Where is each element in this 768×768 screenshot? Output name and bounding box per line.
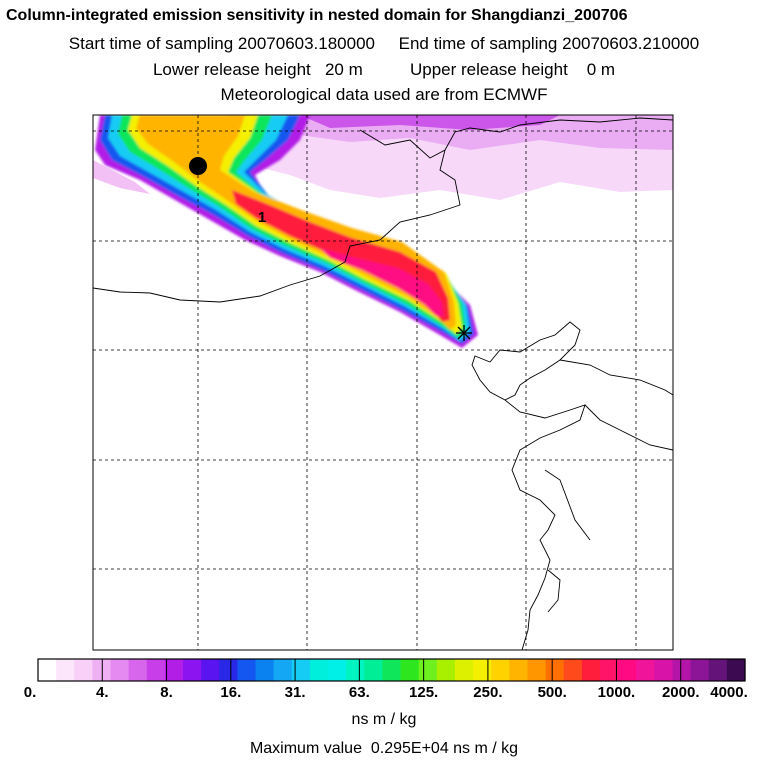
lower-release-label: Lower release height 20 m	[152, 60, 363, 79]
trajectory-marker	[189, 157, 207, 175]
colorbar-tick-label: 4.	[96, 684, 109, 701]
start-time-label: Start time of sampling 20070603.180000	[68, 34, 376, 53]
colorbar-swatch	[545, 659, 565, 681]
colorbar-swatch	[56, 659, 75, 681]
graticule	[93, 115, 673, 650]
units-label: ns m / kg	[351, 711, 417, 728]
colorbar	[37, 658, 746, 682]
colorbar-swatch	[454, 659, 474, 681]
colorbar-tick-label: 500.	[537, 684, 567, 701]
colorbar-swatch	[219, 659, 239, 681]
plume-band-magenta	[320, 248, 444, 316]
colorbar-swatch	[690, 659, 710, 681]
coastline-east-4	[584, 404, 673, 451]
colorbar-tick-label: 4000.	[710, 684, 748, 701]
colorbar-swatch	[527, 659, 547, 681]
coastline-east-2	[504, 399, 586, 650]
colorbar-swatch	[346, 659, 365, 681]
colorbar-swatch	[110, 659, 130, 681]
colorbar-swatch	[418, 659, 438, 681]
met-data-label: Meteorological data used are from ECMWF	[220, 85, 548, 104]
coastline-east-5	[544, 469, 591, 541]
chart-title: Column-integrated emission sensitivity i…	[6, 7, 628, 24]
colorbar-swatch	[328, 659, 347, 681]
colorbar-swatch	[146, 659, 166, 681]
colorbar-tick-label: 8.	[160, 684, 173, 701]
coastline-east-3	[559, 359, 673, 396]
colorbar-swatch	[38, 659, 57, 681]
colorbar-swatch	[473, 659, 492, 681]
map-border	[92, 114, 674, 651]
colorbar-swatch	[364, 659, 384, 681]
colorbar-swatch	[74, 659, 93, 681]
colorbar-tick-label: 63.	[348, 684, 370, 701]
colorbar-swatch	[599, 659, 619, 681]
coastline-ridge	[93, 149, 461, 303]
colorbar-swatch	[654, 659, 674, 681]
colorbar-swatch	[672, 659, 692, 681]
colorbar-swatch	[436, 659, 456, 681]
colorbar-swatch	[563, 659, 583, 681]
coastline-east-6	[547, 569, 561, 613]
colorbar-swatch	[92, 659, 112, 681]
sampling-times: Start time of sampling 20070603.180000 E…	[0, 34, 768, 54]
colorbar-swatch	[237, 659, 257, 681]
colorbar-swatch	[509, 659, 529, 681]
release-point-icon	[456, 325, 472, 341]
end-time-label: End time of sampling 20070603.210000	[398, 34, 700, 53]
colorbar-swatch	[726, 659, 746, 681]
colorbar-tick-label: 31.	[284, 684, 306, 701]
coastlines	[93, 117, 673, 650]
colorbar-swatch	[636, 659, 655, 681]
colorbar-swatch	[291, 659, 311, 681]
colorbar-tick-label: 0.	[23, 684, 37, 701]
colorbar-tick-label: 125.	[409, 684, 439, 701]
colorbar-border	[37, 658, 746, 682]
max-value-label: Maximum value 0.295E+04 ns m / kg	[249, 740, 519, 757]
colorbar-swatch	[382, 659, 402, 681]
colorbar-swatch	[164, 659, 184, 681]
colorbar-swatch	[708, 659, 728, 681]
colorbar-swatch	[491, 659, 510, 681]
colorbar-tick-label: 16.	[220, 684, 242, 701]
colorbar-tick-label: 250.	[473, 684, 503, 701]
colorbar-tick-label: 2000.	[661, 684, 700, 701]
colorbar-swatch	[273, 659, 293, 681]
colorbar-swatch	[400, 659, 420, 681]
trajectory-label: 1	[258, 209, 266, 226]
colorbar-swatch	[201, 659, 220, 681]
upper-release-label: Upper release height 0 m	[409, 60, 616, 79]
colorbar-swatch	[309, 659, 329, 681]
release-heights: Lower release height 20 m Upper release …	[0, 60, 768, 80]
plume-haze-core	[300, 115, 560, 130]
colorbar-swatch	[255, 659, 275, 681]
coastline-north	[359, 117, 673, 159]
plume-fringe	[93, 160, 150, 194]
colorbar-swatch	[581, 659, 601, 681]
colorbar-swatch	[618, 659, 637, 681]
colorbar-tick-label: 1000.	[597, 684, 636, 701]
colorbar-swatch	[128, 659, 148, 681]
colorbar-swatch	[183, 659, 202, 681]
